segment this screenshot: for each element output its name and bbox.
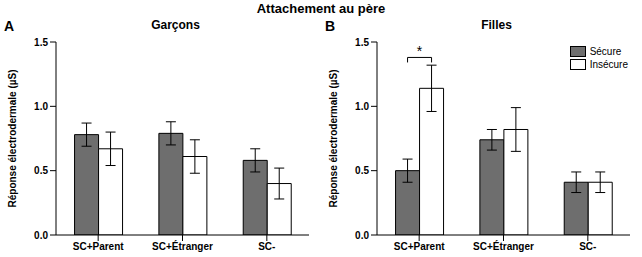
- svg-text:1.0: 1.0: [355, 101, 369, 112]
- svg-text:1.5: 1.5: [355, 37, 369, 48]
- svg-text:SC+Étranger: SC+Étranger: [473, 240, 534, 252]
- svg-text:SC+Parent: SC+Parent: [73, 241, 125, 252]
- svg-text:Réponse électrodermale (µS): Réponse électrodermale (µS): [328, 69, 339, 207]
- svg-text:1.0: 1.0: [34, 101, 48, 112]
- svg-text:0.5: 0.5: [34, 165, 48, 176]
- svg-text:SC+Parent: SC+Parent: [394, 241, 446, 252]
- html-text:Sécure: Sécure: [589, 46, 622, 57]
- svg-text:0.0: 0.0: [355, 230, 369, 241]
- svg-text:*: *: [417, 43, 423, 59]
- svg-text:Réponse électrodermale (µS): Réponse électrodermale (µS): [8, 69, 18, 207]
- svg-text:SC-: SC-: [579, 241, 596, 252]
- html-text:Filles: Filles: [481, 18, 512, 32]
- html-text:Attachement au père: Attachement au père: [256, 1, 386, 16]
- html-text:B: B: [325, 18, 336, 34]
- html-text:Insécure: Insécure: [589, 59, 628, 70]
- svg-text:1.5: 1.5: [34, 37, 48, 48]
- html-text:A: A: [4, 18, 15, 34]
- svg-text:0.5: 0.5: [355, 165, 369, 176]
- svg-text:SC-: SC-: [258, 241, 275, 252]
- html-text:Garçons: Garçons: [151, 18, 200, 32]
- svg-text:SC+Étranger: SC+Étranger: [152, 240, 213, 252]
- svg-text:0.0: 0.0: [34, 230, 48, 241]
